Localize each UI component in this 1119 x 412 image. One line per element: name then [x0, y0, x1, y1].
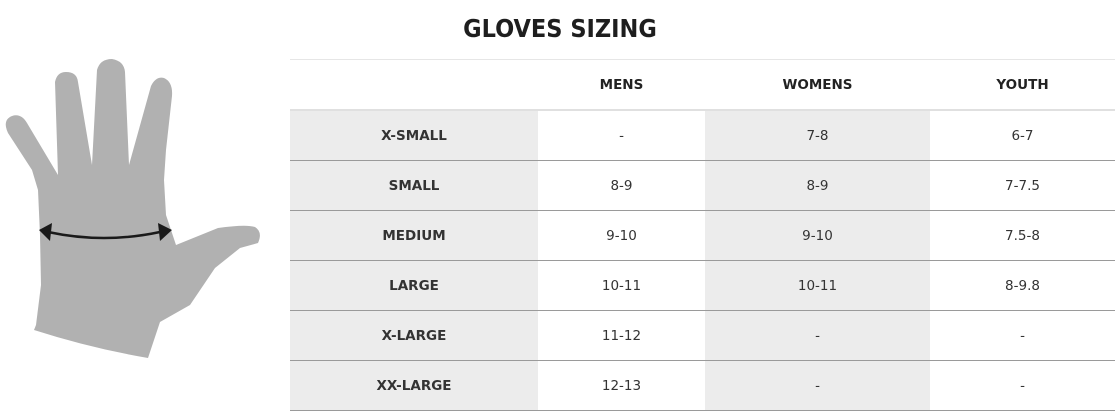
table-row: LARGE 10-11 10-11 8-9.8 [290, 260, 1115, 311]
youth-cell: 8-9.8 [1005, 277, 1040, 294]
table-row: XX-LARGE 12-13 - - [290, 360, 1115, 411]
table-row: MEDIUM 9-10 9-10 7.5-8 [290, 210, 1115, 261]
table-row: X-LARGE 11-12 - - [290, 310, 1115, 361]
womens-cell: 8-9 [705, 160, 930, 211]
header-womens: WOMENS [782, 76, 853, 93]
page-title: GLOVES SIZING [463, 14, 657, 43]
youth-cell: - [1020, 377, 1025, 394]
mens-cell: 9-10 [606, 227, 637, 244]
size-table: MENS WOMENS YOUTH X-SMALL - 7-8 6-7 SMALL 8-9… [290, 59, 1115, 411]
mens-cell: 10-11 [601, 277, 642, 294]
measurement-arrow [47, 230, 161, 240]
womens-cell: - [705, 360, 930, 411]
size-label: SMALL [290, 160, 538, 211]
header-youth: YOUTH [996, 76, 1049, 93]
size-label: XX-LARGE [290, 360, 538, 411]
womens-cell: - [705, 310, 930, 361]
hand-silhouette [5, 59, 260, 358]
hand-measurement-icon [5, 59, 260, 358]
youth-cell: 7-7.5 [1005, 177, 1040, 194]
size-label: LARGE [290, 260, 538, 311]
mens-cell: 12-13 [601, 377, 642, 394]
header-mens: MENS [599, 76, 644, 93]
youth-cell: 6-7 [1011, 127, 1034, 144]
youth-cell: - [1020, 327, 1025, 344]
table-row: X-SMALL - 7-8 6-7 [290, 110, 1115, 161]
table-row: SMALL 8-9 8-9 7-7.5 [290, 160, 1115, 211]
mens-cell: 11-12 [601, 327, 642, 344]
womens-cell: 7-8 [705, 110, 930, 161]
size-label: X-SMALL [290, 110, 538, 161]
size-label: X-LARGE [290, 310, 538, 361]
table-header-row: MENS WOMENS YOUTH [290, 59, 1115, 111]
womens-cell: 9-10 [705, 210, 930, 261]
womens-cell: 10-11 [705, 260, 930, 311]
size-label: MEDIUM [290, 210, 538, 261]
mens-cell: 8-9 [610, 177, 633, 194]
mens-cell: - [619, 127, 624, 144]
header-blank [290, 60, 538, 111]
youth-cell: 7.5-8 [1005, 227, 1040, 244]
